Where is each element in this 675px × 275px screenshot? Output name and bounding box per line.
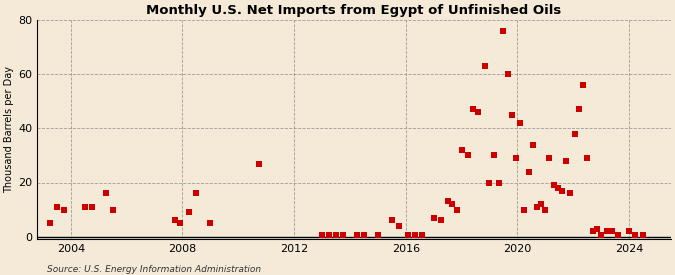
Point: [544, 156, 555, 160]
Point: [80, 205, 90, 209]
Point: [463, 153, 474, 158]
Point: [317, 233, 327, 238]
Point: [494, 180, 505, 185]
Point: [607, 229, 618, 233]
Point: [184, 210, 195, 214]
Point: [358, 233, 369, 238]
Point: [467, 107, 478, 111]
Point: [506, 112, 517, 117]
Point: [373, 233, 383, 238]
Point: [565, 191, 576, 196]
Point: [323, 233, 334, 238]
Point: [498, 28, 509, 33]
Point: [51, 205, 62, 209]
Point: [578, 82, 589, 87]
Point: [191, 191, 202, 196]
Point: [591, 226, 602, 231]
Point: [170, 218, 181, 223]
Point: [386, 218, 397, 223]
Point: [205, 221, 216, 226]
Point: [86, 205, 97, 209]
Point: [456, 148, 467, 152]
Point: [552, 186, 563, 190]
Point: [107, 207, 118, 212]
Point: [488, 153, 499, 158]
Point: [59, 207, 70, 212]
Point: [557, 188, 568, 193]
Point: [452, 207, 463, 212]
Point: [442, 199, 453, 204]
Point: [510, 156, 521, 160]
Point: [519, 207, 530, 212]
Point: [531, 205, 542, 209]
Point: [561, 159, 572, 163]
Point: [254, 161, 265, 166]
Point: [624, 229, 634, 233]
Point: [595, 233, 606, 238]
Point: [428, 216, 439, 220]
Point: [174, 221, 185, 226]
Point: [548, 183, 559, 188]
Point: [101, 191, 111, 196]
Text: Source: U.S. Energy Information Administration: Source: U.S. Energy Information Administ…: [47, 265, 261, 274]
Point: [410, 233, 421, 238]
Point: [527, 142, 538, 147]
Point: [338, 233, 348, 238]
Point: [502, 72, 513, 76]
Point: [536, 202, 547, 207]
Point: [473, 110, 484, 114]
Point: [446, 202, 457, 207]
Point: [417, 233, 428, 238]
Point: [612, 233, 623, 238]
Point: [637, 233, 648, 238]
Point: [540, 207, 551, 212]
Point: [352, 233, 362, 238]
Point: [582, 156, 593, 160]
Y-axis label: Thousand Barrels per Day: Thousand Barrels per Day: [4, 66, 14, 193]
Point: [394, 224, 404, 228]
Point: [331, 233, 342, 238]
Point: [629, 233, 640, 238]
Point: [45, 221, 55, 226]
Point: [587, 229, 598, 233]
Point: [484, 180, 495, 185]
Title: Monthly U.S. Net Imports from Egypt of Unfinished Oils: Monthly U.S. Net Imports from Egypt of U…: [146, 4, 562, 17]
Point: [573, 107, 584, 111]
Point: [403, 233, 414, 238]
Point: [523, 169, 534, 174]
Point: [435, 218, 446, 223]
Point: [569, 131, 580, 136]
Point: [480, 64, 491, 68]
Point: [515, 121, 526, 125]
Point: [601, 229, 612, 233]
